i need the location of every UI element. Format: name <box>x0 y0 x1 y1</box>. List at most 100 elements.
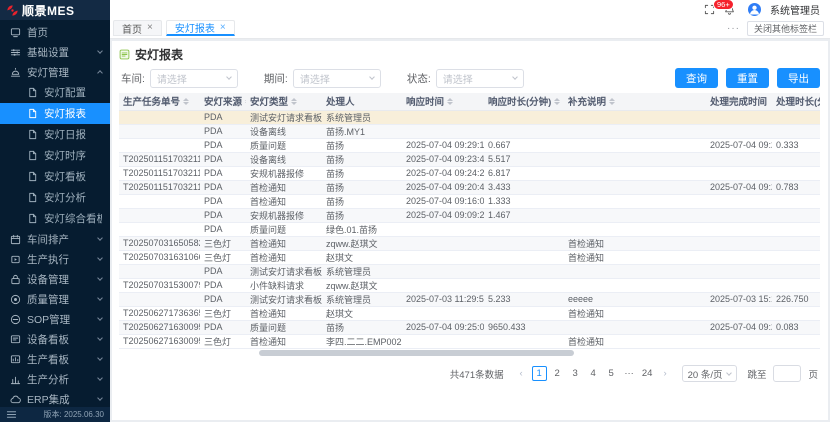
sidebar-item-quality-management[interactable]: 质量管理 <box>0 289 110 309</box>
close-tab-icon[interactable]: × <box>219 21 226 33</box>
sort-icon[interactable] <box>183 97 190 105</box>
table-row[interactable]: PDA 设备离线 苗扬.MY1 <box>119 124 820 139</box>
sidebar-item-andon-config[interactable]: 安灯配置 <box>0 82 110 103</box>
table-cell: 设备离线 <box>246 124 322 139</box>
table-row[interactable]: PDA 质量问题 绿色.01.苗扬 <box>119 222 820 237</box>
sort-icon[interactable] <box>245 97 246 105</box>
table-cell: 三色灯 <box>200 236 246 251</box>
table-cell: 设备离线 <box>246 152 322 167</box>
table-cell: T20250703165058283 <box>119 236 200 251</box>
column-header[interactable]: 补充说明 <box>564 93 706 111</box>
column-header[interactable]: 安灯来源 <box>200 93 246 111</box>
close-tab-icon[interactable]: × <box>147 22 153 33</box>
page-button[interactable]: 2 <box>554 368 560 379</box>
sidebar-item-andon-board[interactable]: 安灯看板 <box>0 166 110 187</box>
table-cell: 226.750 <box>772 292 820 307</box>
username[interactable]: 系统管理员 <box>770 5 820 17</box>
sidebar-item-equipment-management[interactable]: 设备管理 <box>0 269 110 289</box>
table-cell: 首检通知 <box>246 306 322 321</box>
table-cell: 苗扬 <box>322 166 402 181</box>
sidebar-item-erp-integration[interactable]: ERP集成 <box>0 389 110 409</box>
sidebar: 顺景MES 首页 基础设置 安灯管理 安灯配置 安灯报表 安灯日报 安灯时序 安灯看板 安灯分析… <box>0 0 110 422</box>
report-doc-icon <box>119 48 130 61</box>
table-row[interactable]: PDA 测试安灯请求看板 系统管理员 2025-07-03 11:29:56 5.233… <box>119 292 820 307</box>
table-row[interactable]: T20250115170321136PDA安规机器报修苗扬2025-07-04 … <box>119 166 820 181</box>
page-button[interactable]: 24 <box>641 368 653 379</box>
column-header[interactable]: 生产任务单号 <box>119 93 200 111</box>
page-button[interactable]: 4 <box>590 368 596 379</box>
table-cell <box>402 334 484 349</box>
table-row[interactable]: PDA 安规机器报修 苗扬 2025-07-04 09:09:24 1.467 <box>119 208 820 223</box>
jump-page-input[interactable] <box>773 365 802 382</box>
prev-page-button[interactable]: ‹ <box>519 368 523 379</box>
sidebar-item-home[interactable]: 首页 <box>0 22 110 42</box>
avatar[interactable] <box>748 2 761 16</box>
query-button[interactable]: 查询 <box>675 68 718 88</box>
table-row[interactable]: PDA 首检通知 苗扬 2025-07-04 09:16:03 1.333 <box>119 194 820 209</box>
jump-unit-label: 页 <box>808 369 818 381</box>
table-cell <box>119 292 200 307</box>
sidebar-item-andon-daily[interactable]: 安灯日报 <box>0 124 110 145</box>
page-ellipsis: ··· <box>624 368 634 379</box>
page-size-select[interactable]: 20 条/页 <box>681 365 738 382</box>
table-row[interactable]: PDA 测试安灯请求看板 系统管理员 <box>119 110 820 125</box>
next-page-button[interactable]: › <box>663 368 667 379</box>
page-button[interactable]: 5 <box>608 368 614 379</box>
sort-icon[interactable] <box>609 97 616 105</box>
page-button[interactable]: 1 <box>531 366 547 381</box>
table-row[interactable]: T20250115170321136PDA首检通知苗扬2025-07-04 09… <box>119 180 820 195</box>
page-button[interactable]: 3 <box>572 368 578 379</box>
sort-icon[interactable] <box>291 97 298 105</box>
notifications-button[interactable]: 96+ <box>713 0 735 15</box>
column-header[interactable]: 处理人 <box>322 93 402 111</box>
sidebar-item-production-execution[interactable]: 生产执行 <box>0 249 110 269</box>
sidebar-item-label: 车间排产 <box>27 233 69 246</box>
table-cell <box>772 124 820 139</box>
column-header-label: 安灯类型 <box>250 97 289 109</box>
sop-icon <box>10 314 21 325</box>
board2-icon <box>10 354 21 365</box>
column-header[interactable]: 安灯类型 <box>246 93 322 111</box>
export-button[interactable]: 导出 <box>777 68 820 88</box>
horizontal-scrollbar-thumb[interactable] <box>259 349 574 356</box>
status-select[interactable]: 请选择 <box>435 68 524 88</box>
sidebar-item-workshop-scheduling[interactable]: 车间排产 <box>0 229 110 249</box>
table-row[interactable]: T20250703153007960PDA小件缺料请求zqww.赵琪文 <box>119 278 820 293</box>
column-header[interactable]: 处理完成时间 <box>706 93 772 111</box>
reset-button[interactable]: 重置 <box>726 68 769 88</box>
sidebar-item-andon-timeline[interactable]: 安灯时序 <box>0 145 110 166</box>
brand-logo[interactable]: 顺景MES <box>0 0 110 20</box>
workshop-select[interactable]: 请选择 <box>149 68 238 88</box>
column-header[interactable]: 处理时长(分钟) <box>772 93 820 111</box>
collapse-menu-icon[interactable] <box>6 409 17 420</box>
table-cell <box>119 264 200 279</box>
sidebar-item-andon-management[interactable]: 安灯管理 <box>0 62 110 82</box>
sidebar-item-equipment-board[interactable]: 设备看板 <box>0 329 110 349</box>
period-select[interactable]: 请选择 <box>292 68 381 88</box>
sort-icon[interactable] <box>554 97 561 105</box>
table-cell: 测试安灯请求看板 <box>246 110 322 125</box>
filter-row: 车间: 请选择 期间: 请选择 状态: 请选择 查询 重置 导出 <box>121 65 820 91</box>
sort-icon[interactable] <box>447 97 454 105</box>
tab-andon-report[interactable]: 安灯报表 × <box>165 20 235 36</box>
sidebar-item-andon-analysis[interactable]: 安灯分析 <box>0 187 110 208</box>
column-header[interactable]: 响应时长(分钟) <box>484 93 564 111</box>
table-row[interactable]: T20250115170321136PDA设备离线苗扬2025-07-04 09… <box>119 152 820 167</box>
sidebar-item-andon-report[interactable]: 安灯报表 <box>0 103 110 124</box>
table-row[interactable]: PDA 质量问题 苗扬 2025-07-04 09:29:12 0.667 2025-07… <box>119 138 820 153</box>
sidebar-item-sop-management[interactable]: SOP管理 <box>0 309 110 329</box>
table-row[interactable]: T20250703163106621三色灯首检通知赵琪文首检通知 <box>119 250 820 265</box>
tab-home[interactable]: 首页 × <box>113 20 162 36</box>
table-row[interactable]: T20250627163009517PDA质量问题苗扬2025-07-04 09… <box>119 320 820 335</box>
column-header[interactable]: 响应时间 <box>402 93 484 111</box>
table-row[interactable]: T20250627163009517三色灯首检通知李四.二二.EMP002.张主… <box>119 334 820 349</box>
table-row[interactable]: PDA 测试安灯请求看板 系统管理员 <box>119 264 820 279</box>
close-other-tabs-button[interactable]: 关闭其他标签栏 <box>746 20 824 36</box>
table-row[interactable]: T20250627173636585三色灯首检通知赵琪文首检通知 <box>119 306 820 321</box>
sidebar-item-production-board[interactable]: 生产看板 <box>0 349 110 369</box>
sidebar-item-production-analysis[interactable]: 生产分析 <box>0 369 110 389</box>
sidebar-item-basic-settings[interactable]: 基础设置 <box>0 42 110 62</box>
tabs-more-button[interactable]: ··· <box>726 22 740 34</box>
sidebar-item-andon-composite-board[interactable]: 安灯综合看板 <box>0 208 110 229</box>
